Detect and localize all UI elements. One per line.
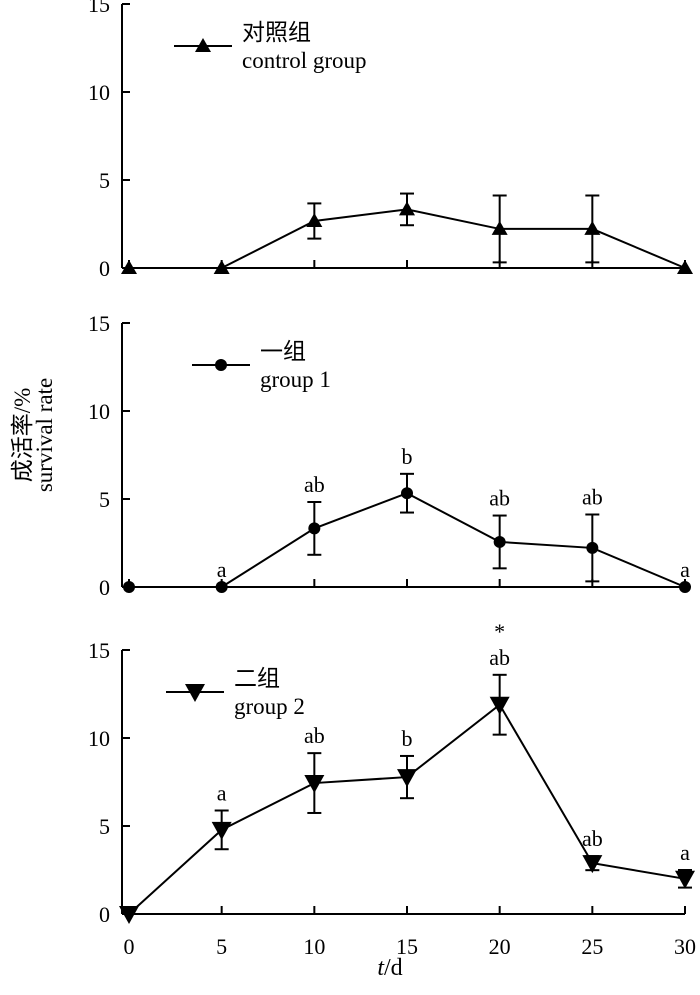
y-tick-label: 5 [99,814,110,839]
data-point [675,870,695,889]
panel-1: 0 5 10 15 对照组 control group [88,0,693,281]
data-point [677,260,693,274]
significance-label: ab [304,472,325,497]
y-tick-label: 10 [88,399,110,424]
x-tick-label: 25 [581,934,603,959]
data-point [401,487,413,500]
data-point [119,906,139,924]
significance-label: a [680,557,690,582]
significance-label: a [680,840,690,865]
significance-label: b [402,444,413,469]
legend: 对照组 control group [174,20,367,73]
data-point [491,220,508,235]
significance-label: ab [304,723,325,748]
y-axis-title-zh: 成活率/% [10,388,35,483]
data-point [584,220,601,235]
y-tick-label: 5 [99,487,110,512]
y-tick-label: 15 [88,638,110,663]
legend-marker [215,359,227,371]
x-tick-label: 20 [489,934,511,959]
legend: 二组 group 2 [166,666,305,719]
significance-label: ab [489,486,510,511]
x-tick-label: 30 [674,934,696,959]
significance-label: ab [489,645,510,670]
data-point [215,581,228,593]
legend-marker [185,684,205,702]
y-tick-label: 0 [99,256,110,281]
x-axis-title-unit: /d [384,955,403,981]
y-tick-label: 0 [99,575,110,600]
y-axis-title-en: survival rate [32,378,57,492]
legend-marker [195,38,211,52]
data-point [306,213,323,228]
data-point [582,855,603,874]
data-point [679,581,691,593]
y-tick-label: 15 [88,311,110,336]
significance-label: ab [582,826,603,851]
y-tick-label: 10 [88,726,110,751]
legend-label-zh: 二组 [234,666,280,691]
y-tick-label: 10 [88,80,110,105]
x-tick-label: 5 [216,934,227,959]
significance-label: a [217,557,227,582]
y-tick-label: 0 [99,902,110,927]
x-axis-title-var: t [377,955,385,981]
y-tick-label: 15 [88,0,110,17]
data-point [213,260,230,274]
data-point [121,260,137,274]
data-point [123,581,135,593]
data-point [211,821,232,840]
data-point [304,775,325,794]
legend-label-en: group 1 [260,367,331,392]
x-axis-title: t/d [377,955,402,981]
significance-label: ab [582,484,603,509]
data-point [586,541,599,554]
x-tick-label: 10 [303,934,325,959]
x-tick-label: 0 [124,934,135,959]
y-tick-label: 5 [99,168,110,193]
legend-label-en: group 2 [234,694,305,719]
legend-label-en: control group [242,48,367,73]
data-point [489,696,510,715]
data-point [308,522,321,535]
y-axis-title: 成活率/% survival rate [10,378,57,492]
panel-3: 0 5 10 15 0 5 10 15 20 25 30 a ab b ab ab a * 二组 group 2 [88,619,696,959]
significance-star: * [494,619,505,644]
panel-2: 0 5 10 15 a ab b ab ab a 一组 group 1 [88,311,691,600]
significance-label: a [217,781,227,806]
data-point [397,769,417,788]
x-tick-label: 15 [396,934,418,959]
legend-label-zh: 对照组 [242,20,311,45]
legend: 一组 group 1 [192,339,331,392]
data-point [493,535,506,548]
data-point [399,201,415,216]
legend-label-zh: 一组 [260,339,306,364]
significance-label: b [402,726,413,751]
